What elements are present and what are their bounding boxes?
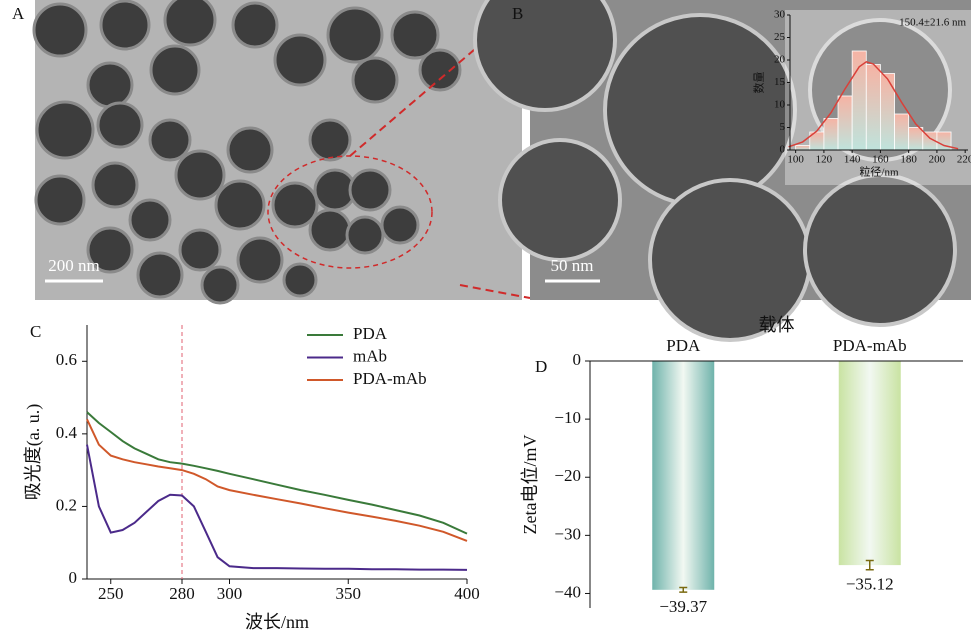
y-tick-label: 20 (774, 54, 786, 66)
figure: A B C D 200 nm 50 nm 0 5 10 15 20 25 30 100 120 140 160 1… (0, 0, 971, 640)
y-tick-label: 10 (774, 99, 786, 111)
y-tick-label: −30 (554, 524, 581, 543)
x-tick-label: 350 (336, 584, 362, 603)
legend-label: mAb (353, 346, 387, 365)
inset-title: 150.4±21.6 nm (899, 17, 966, 29)
scale-bar-label: 50 nm (551, 256, 594, 275)
panel-label: C (30, 322, 41, 341)
y-axis-label: 吸光度(a. u.) (23, 404, 44, 500)
x-tick-label: 400 (454, 584, 480, 603)
panel-label: B (512, 4, 523, 23)
x-tick-label: 180 (900, 154, 917, 166)
x-tick-label: 280 (169, 584, 195, 603)
x-axis-label: 粒径/nm (859, 165, 899, 179)
x-tick-label: 220 (957, 154, 971, 166)
x-tick-label: 250 (98, 584, 124, 603)
x-tick-label: 160 (872, 154, 889, 166)
panel-label: D (535, 357, 547, 376)
panel-label: A (12, 4, 25, 23)
x-tick-label: 140 (844, 154, 861, 166)
y-tick-label: 0.4 (56, 423, 78, 442)
tem-image-a (34, 0, 522, 303)
category-label: PDA (666, 336, 701, 355)
y-tick-label: 25 (774, 31, 786, 43)
chart-title: 载体 (759, 315, 795, 335)
hist-bar (880, 74, 894, 151)
hist-bar (838, 96, 852, 150)
bar (839, 361, 901, 565)
bar (652, 361, 714, 590)
hist-bar (866, 65, 880, 151)
y-tick-label: 30 (774, 9, 786, 21)
y-tick-label: 0.2 (56, 495, 77, 514)
y-axis-label: Zeta电位/mV (520, 435, 540, 535)
hist-bar (796, 146, 810, 151)
hist-bar (895, 114, 909, 150)
y-tick-label: 0 (780, 144, 786, 156)
value-label: −39.37 (659, 597, 707, 616)
y-axis-label: 数量 (753, 72, 766, 94)
x-tick-label: 120 (816, 154, 833, 166)
x-tick-label: 200 (929, 154, 946, 166)
x-tick-label: 300 (217, 584, 243, 603)
y-tick-label: −20 (554, 466, 581, 485)
legend-label: PDA-mAb (353, 369, 427, 388)
y-tick-label: −10 (554, 408, 581, 427)
x-tick-label: 100 (787, 154, 804, 166)
y-tick-label: 0 (573, 350, 582, 369)
y-tick-label: 0.6 (56, 350, 77, 369)
y-tick-label: 15 (774, 76, 786, 88)
line-series (87, 419, 467, 541)
legend-label: PDA (353, 324, 388, 343)
scale-bar-label: 200 nm (48, 256, 99, 275)
value-label: −35.12 (846, 575, 894, 594)
hist-bar (824, 119, 838, 151)
hist-bar (852, 51, 866, 150)
y-tick-label: 0 (69, 568, 78, 587)
y-tick-label: −40 (554, 582, 581, 601)
category-label: PDA-mAb (833, 336, 907, 355)
hist-bar (909, 128, 923, 151)
x-axis-label: 波长/nm (245, 612, 309, 632)
y-tick-label: 5 (780, 121, 786, 133)
